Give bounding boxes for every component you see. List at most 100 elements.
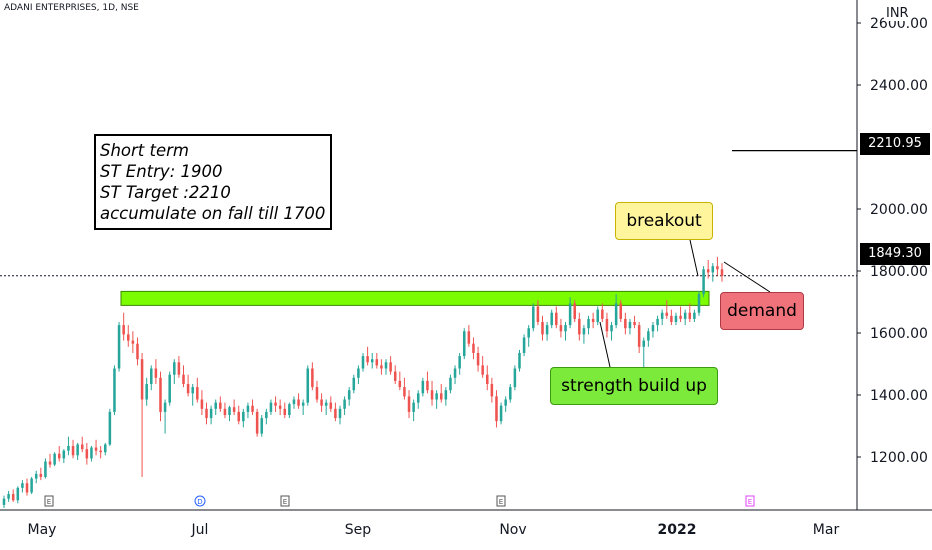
candle-body xyxy=(476,353,480,366)
candle-body xyxy=(499,405,503,422)
x-tick-label: 2022 xyxy=(658,522,697,538)
candle-body xyxy=(366,356,369,363)
candle-body xyxy=(173,362,176,375)
candle-body xyxy=(439,393,443,400)
candle-body xyxy=(246,405,250,412)
breakout-callout: breakout xyxy=(615,202,713,240)
candle-body xyxy=(670,315,673,322)
event-marker-label: E xyxy=(748,498,752,506)
candle-body xyxy=(619,303,623,319)
candle-body xyxy=(421,380,425,394)
candle-body xyxy=(647,331,650,341)
candle-body xyxy=(343,399,346,409)
candle-body xyxy=(352,377,356,391)
resistance-zone xyxy=(120,290,710,306)
candle-body xyxy=(76,444,79,456)
y-tick-label: 1400.00 xyxy=(870,388,928,404)
candle-body xyxy=(578,318,581,335)
candle-body xyxy=(2,498,6,505)
x-tick-label: Jul xyxy=(191,522,209,538)
candle-body xyxy=(568,303,572,326)
candle-body xyxy=(430,390,434,400)
candle-body xyxy=(495,396,498,422)
earnings-marker xyxy=(496,495,506,507)
candle-body xyxy=(527,328,530,338)
candle-body xyxy=(140,359,144,400)
candle-body xyxy=(150,368,153,384)
candle-body xyxy=(269,402,273,412)
candle-body xyxy=(573,303,576,319)
candle-body xyxy=(596,309,599,322)
candle-body xyxy=(481,365,484,375)
candle-body xyxy=(297,399,300,406)
candle-body xyxy=(564,325,567,332)
x-tick-label: May xyxy=(28,522,57,538)
candle-body xyxy=(555,312,558,326)
candle-body xyxy=(504,399,507,406)
earnings-marker xyxy=(44,495,54,507)
x-tick-label: Nov xyxy=(499,522,526,538)
candle-body xyxy=(393,371,397,381)
candle-body xyxy=(467,331,471,344)
candle-body xyxy=(85,449,89,459)
y-tick-label: 1200.00 xyxy=(870,450,928,466)
candle-body xyxy=(361,356,365,369)
candle-body xyxy=(283,408,287,415)
last-price-tag: 1849.30 xyxy=(860,243,930,265)
candle-body xyxy=(329,402,333,409)
candle-body xyxy=(320,399,323,406)
candle-body xyxy=(407,396,411,412)
event-marker-label: E xyxy=(499,498,503,506)
earnings-marker xyxy=(745,495,755,507)
candle-body xyxy=(16,487,20,501)
candle-body xyxy=(693,312,696,319)
candle-body xyxy=(458,356,461,369)
candle-body xyxy=(683,312,687,319)
y-tick-label: 2000.00 xyxy=(870,202,928,218)
candle-body xyxy=(145,384,148,400)
candle-body xyxy=(232,407,236,412)
candle-body xyxy=(380,365,383,369)
candle-body xyxy=(624,318,627,329)
candle-body xyxy=(288,404,291,415)
candle-body xyxy=(62,450,66,459)
candle-body xyxy=(601,309,604,319)
event-marker-label: E xyxy=(47,498,51,506)
candle-body xyxy=(444,390,448,400)
candle-body xyxy=(219,402,222,409)
strength-callout: strength build up xyxy=(550,367,718,405)
candle-body xyxy=(591,318,595,322)
candle-body xyxy=(57,453,61,459)
y-tick-label: 1600.00 xyxy=(870,326,928,342)
note-line-2: ST Entry: 1900 xyxy=(100,162,223,181)
candle-body xyxy=(255,411,259,434)
candle-body xyxy=(637,325,641,347)
candle-body xyxy=(656,318,659,326)
x-tick-label: Mar xyxy=(813,522,840,538)
candle-body xyxy=(384,362,388,369)
candle-body xyxy=(168,374,171,403)
candle-body xyxy=(71,446,75,456)
candle-body xyxy=(67,446,70,451)
candle-body xyxy=(660,312,664,319)
candle-body xyxy=(370,359,374,363)
x-tick-label: Sep xyxy=(345,522,372,538)
candle-body xyxy=(265,411,268,419)
candle-body xyxy=(39,473,43,477)
candle-body xyxy=(403,387,406,397)
candle-body xyxy=(412,402,415,412)
candle-body xyxy=(136,343,139,360)
event-marker-label: E xyxy=(283,498,287,506)
candle-body xyxy=(628,322,632,329)
candle-body xyxy=(665,312,669,316)
candle-body xyxy=(131,340,135,344)
candle-body xyxy=(688,312,692,319)
candle-body xyxy=(94,447,98,451)
candle-body xyxy=(697,294,701,313)
candle-body xyxy=(44,461,47,477)
candle-body xyxy=(679,315,682,319)
dividend-marker xyxy=(194,495,206,507)
candle-body xyxy=(163,402,167,412)
candle-body xyxy=(7,494,10,499)
candle-body xyxy=(113,368,116,412)
